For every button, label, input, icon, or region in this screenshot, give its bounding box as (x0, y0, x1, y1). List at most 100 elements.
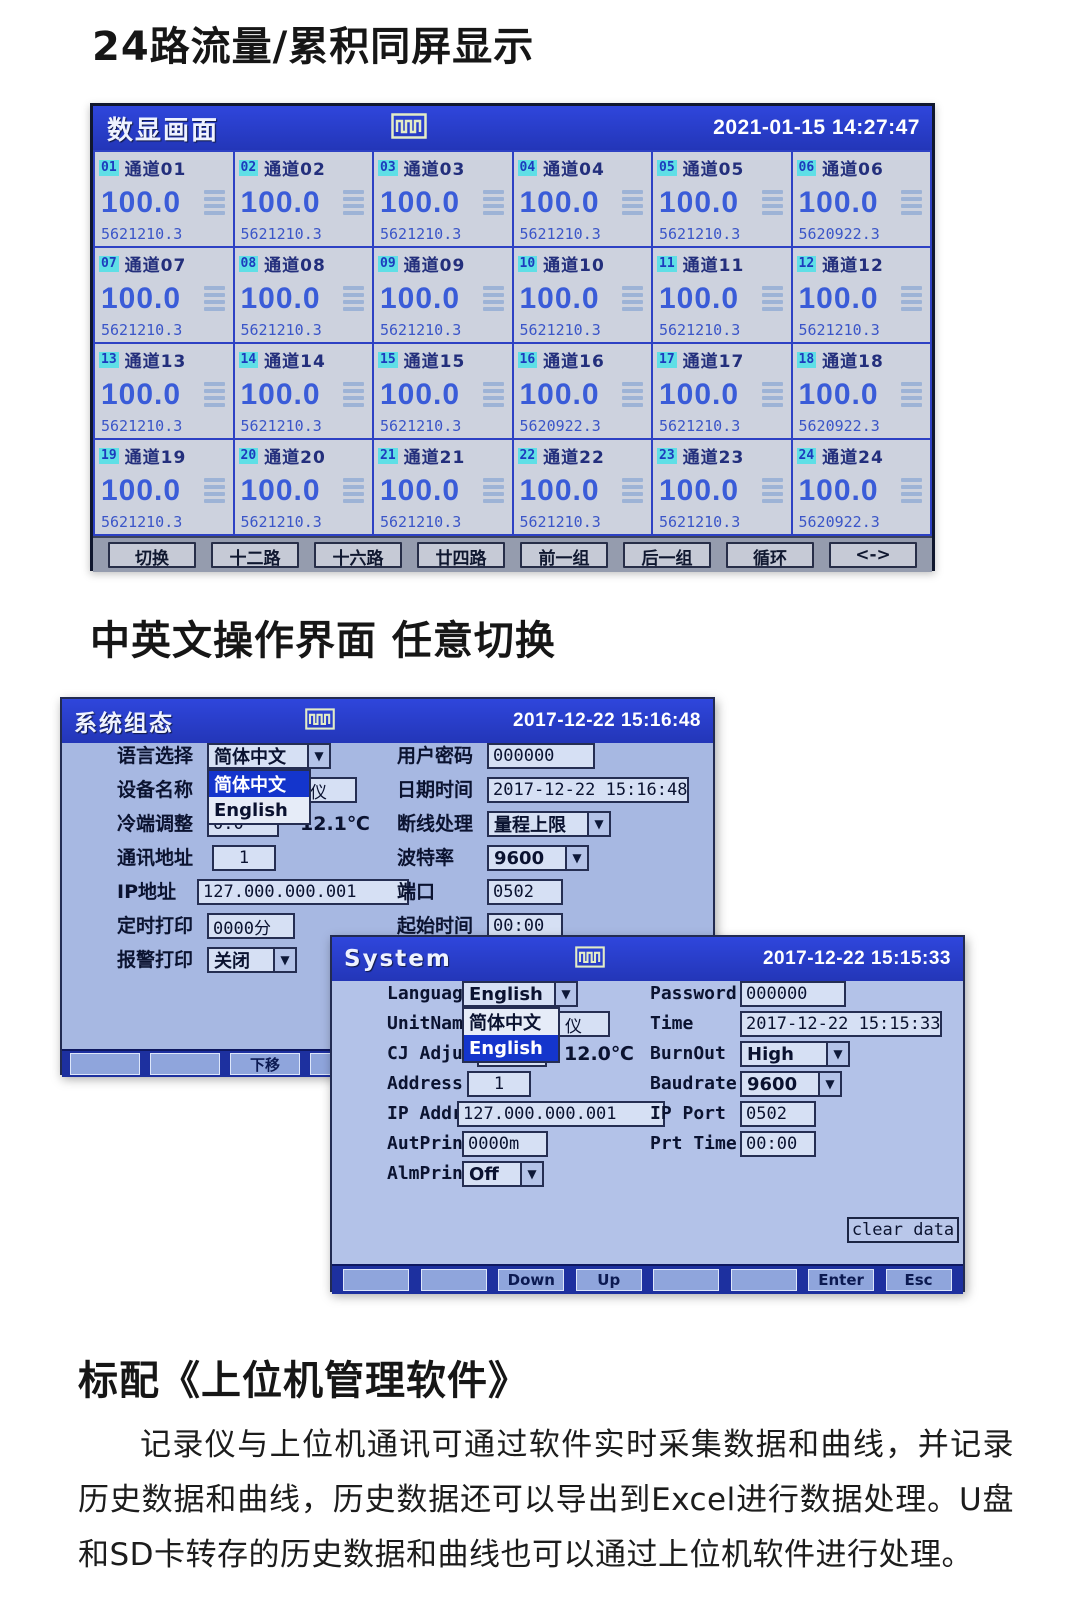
channel-value: 100.0 (240, 473, 321, 507)
bar-indicator-icon (901, 382, 922, 407)
en-softkey-button[interactable] (343, 1269, 410, 1291)
channel-value: 100.0 (798, 281, 879, 315)
softkey-button[interactable]: 循环 (726, 542, 814, 569)
channel-cell: 07 通道07 100.0 5621210.3 (95, 248, 233, 342)
language-dropdown[interactable]: English ▼ (462, 981, 578, 1007)
cn-softkey-button[interactable]: 下移 (230, 1053, 300, 1075)
cn-softkey-button[interactable] (150, 1053, 220, 1075)
cn-screen-header: 系统组态 2017-12-22 15:16:48 (62, 699, 713, 743)
softkey-button[interactable]: 十六路 (314, 542, 402, 569)
ipport-field[interactable]: 0502 (740, 1101, 816, 1127)
en-softkey-button[interactable]: Enter (808, 1269, 875, 1291)
language-option[interactable]: 简体中文 (469, 1013, 541, 1034)
bar-indicator-icon (622, 286, 643, 311)
password-field[interactable]: 000000 (740, 981, 846, 1007)
channel-cell-top: 06 通道06 (796, 155, 927, 180)
address-field[interactable]: 1 (467, 1071, 531, 1097)
channel-cell-mid: 100.0 (239, 378, 369, 412)
channel-number-badge: 18 (796, 351, 817, 368)
en-softkey-button[interactable] (730, 1269, 797, 1291)
softkey-button[interactable]: 后一组 (623, 542, 711, 569)
en-softkey-button[interactable]: Esc (885, 1269, 952, 1291)
channel-total: 5621210.3 (659, 417, 741, 435)
language-dropdown[interactable]: 简体中文 ▼ (207, 743, 331, 769)
channel-cell: 19 通道19 100.0 5621210.3 (95, 440, 233, 534)
channel-number-badge: 15 (378, 351, 398, 368)
en-softkey-button[interactable]: Down (498, 1269, 565, 1291)
cj-temp-readout: 12.0℃ (564, 1043, 634, 1065)
clear-data-button[interactable]: clear data (847, 1217, 959, 1243)
chevron-down-icon: ▼ (554, 981, 578, 1007)
port-field[interactable]: 0502 (487, 879, 563, 905)
ip-label: IP Addr (387, 1103, 463, 1124)
channel-cell: 21 通道21 100.0 5621210.3 (374, 440, 512, 534)
almprint-label: 报警打印 (117, 949, 194, 971)
burnout-dropdown[interactable]: High ▼ (740, 1041, 850, 1067)
datetime-field[interactable]: 2017-12-22 15:16:48 (487, 777, 689, 803)
channel-name: 通道05 (682, 160, 745, 180)
softkey-button[interactable]: 切换 (108, 542, 196, 569)
prttime-field[interactable]: 00:00 (740, 1131, 816, 1157)
en-screen-title: System (344, 946, 452, 972)
channel-number-badge: 12 (796, 255, 817, 272)
en-screen-datetime: 2017-12-22 15:15:33 (762, 948, 951, 969)
channel-cell-top: 15 通道15 (378, 347, 508, 372)
language-option[interactable]: English (464, 1035, 558, 1061)
bar-indicator-icon (761, 190, 783, 215)
autprint-field[interactable]: 0000m (462, 1131, 548, 1157)
language-option[interactable]: English (214, 799, 288, 821)
channel-total: 5621210.3 (380, 225, 462, 243)
ip-field[interactable]: 127.000.000.001 (197, 879, 409, 905)
almprint-dropdown[interactable]: 关闭 ▼ (207, 947, 297, 973)
bar-indicator-icon (482, 478, 504, 503)
baudrate-dropdown[interactable]: 9600 ▼ (487, 845, 589, 871)
softkey-button[interactable]: <-> (829, 542, 917, 568)
channel-name: 通道22 (543, 448, 605, 468)
cj-adjust-label: 冷端调整 (117, 813, 194, 835)
softkey-button[interactable]: 十二路 (211, 542, 299, 569)
bar-indicator-icon (203, 382, 225, 407)
channel-cell-mid: 100.0 (99, 474, 229, 508)
address-field[interactable]: 1 (212, 845, 276, 871)
channel-total: 5621210.3 (380, 417, 462, 435)
channel-cell-mid: 100.0 (797, 282, 927, 316)
channel-cell-top: 01 通道01 (99, 155, 229, 180)
channel-value: 100.0 (380, 185, 461, 219)
unitname-label: UnitName (387, 1013, 474, 1034)
cn-softkey-button[interactable] (70, 1053, 140, 1075)
address-label: Address (387, 1073, 463, 1094)
burnout-dropdown[interactable]: 量程上限 ▼ (487, 811, 611, 837)
cn-screen-datetime: 2017-12-22 15:16:48 (512, 710, 701, 731)
channel-value: 100.0 (659, 281, 740, 315)
channel-number-badge: 01 (99, 159, 119, 176)
ip-field[interactable]: 127.000.000.001 (457, 1101, 665, 1127)
channel-number-badge: 13 (99, 351, 119, 368)
softkey-button[interactable]: 廿四路 (417, 542, 505, 569)
softkey-button[interactable]: 前一组 (520, 542, 608, 569)
password-label: Password (650, 983, 737, 1004)
channel-cell-top: 18 通道18 (796, 347, 927, 372)
channel-value: 100.0 (101, 377, 182, 411)
channel-value: 100.0 (659, 185, 740, 219)
channel-cell-top: 19 通道19 (99, 443, 229, 468)
en-softkey-button[interactable] (653, 1269, 720, 1291)
baudrate-dropdown[interactable]: 9600 ▼ (740, 1071, 842, 1097)
channel-name: 通道17 (682, 352, 745, 372)
channel-name: 通道23 (682, 448, 745, 468)
channel-number-badge: 03 (378, 159, 398, 176)
channel-cell-mid: 100.0 (797, 378, 927, 412)
channel-value: 100.0 (519, 473, 600, 507)
autprint-field[interactable]: 0000分 (207, 913, 295, 939)
channel-number-badge: 23 (657, 447, 677, 464)
language-option[interactable]: 简体中文 (209, 771, 309, 797)
channel-name: 通道02 (264, 160, 326, 180)
time-field[interactable]: 2017-12-22 15:15:33 (740, 1011, 942, 1037)
en-softkey-button[interactable]: Up (575, 1269, 642, 1291)
en-softkey-button[interactable] (420, 1269, 487, 1291)
starttime-field[interactable]: 00:00 (487, 913, 563, 939)
bar-indicator-icon (343, 382, 364, 407)
bar-indicator-icon (482, 286, 504, 311)
almprint-dropdown[interactable]: Off ▼ (462, 1161, 544, 1187)
password-field[interactable]: 000000 (487, 743, 595, 769)
channel-cell-mid: 100.0 (797, 474, 927, 508)
